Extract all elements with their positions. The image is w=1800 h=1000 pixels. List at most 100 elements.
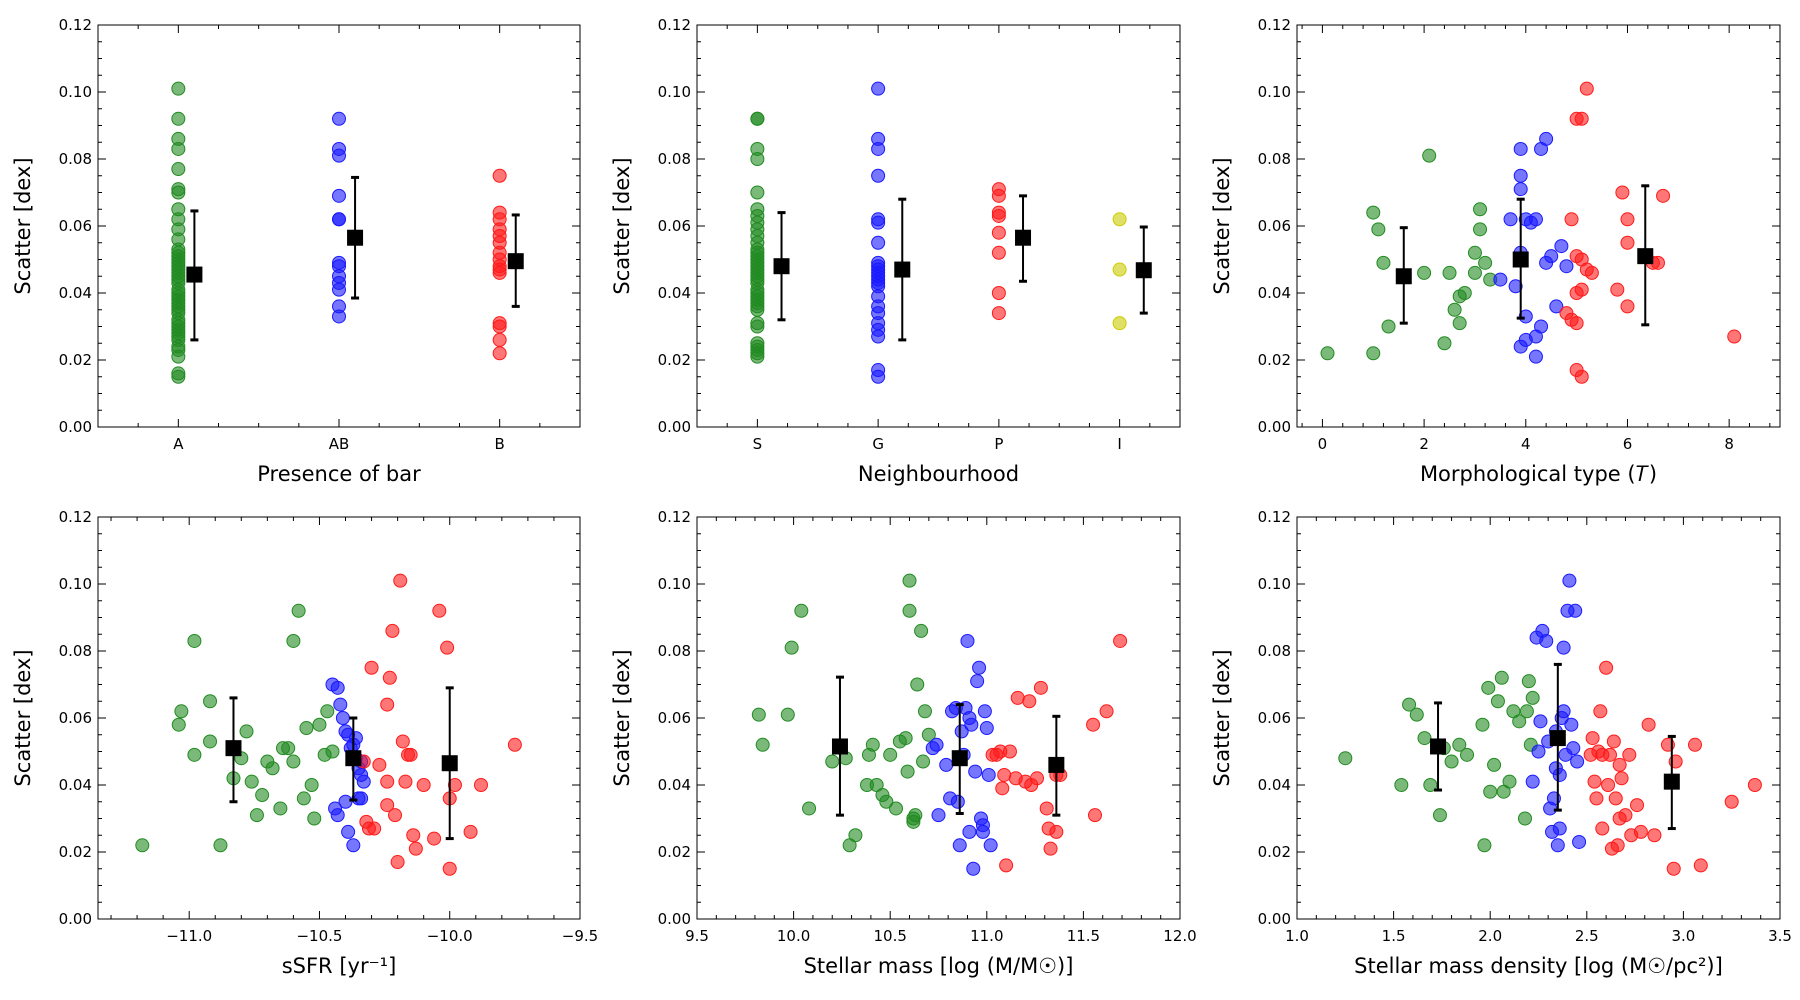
- data-point-red: [403, 747, 418, 762]
- data-point-red: [416, 778, 431, 792]
- data-point-red: [1610, 282, 1625, 297]
- data-point-red: [427, 831, 442, 846]
- data-point-blue: [1503, 212, 1518, 227]
- y-tick-label: 0.10: [59, 83, 92, 101]
- data-point-red: [1595, 747, 1610, 762]
- data-point-green: [249, 808, 264, 823]
- data-point-blue: [968, 764, 983, 779]
- data-point-blue: [871, 369, 886, 384]
- data-point-green: [784, 640, 799, 655]
- data-point-red: [1647, 828, 1662, 843]
- data-point-green: [299, 721, 314, 736]
- data-point-red: [1086, 717, 1101, 732]
- data-point-red: [1693, 858, 1708, 873]
- data-point-blue: [332, 148, 346, 163]
- data-point-red: [1610, 838, 1625, 853]
- data-point-blue: [1564, 717, 1579, 732]
- data-point-red: [1620, 299, 1635, 314]
- data-point-green: [1490, 694, 1505, 709]
- data-point-green: [135, 838, 150, 853]
- data-point-blue: [1562, 573, 1577, 588]
- data-point-red: [1633, 824, 1648, 839]
- data-point-blue: [332, 212, 346, 227]
- y-tick-label: 0.08: [1258, 642, 1291, 660]
- data-point-red: [447, 778, 462, 792]
- data-point-green: [286, 754, 301, 769]
- y-axis-label: Scatter [dex]: [1210, 157, 1234, 294]
- data-point-blue: [954, 724, 969, 739]
- data-point-blue: [1508, 279, 1523, 294]
- mean-marker: [831, 738, 848, 755]
- y-tick-label: 0.04: [658, 776, 691, 794]
- data-point-green: [1487, 757, 1502, 772]
- x-tick-label: −10.5: [296, 927, 342, 945]
- data-point-red: [999, 858, 1014, 873]
- data-point-blue: [871, 141, 886, 156]
- data-point-green: [1366, 205, 1381, 220]
- y-axis-label: Scatter [dex]: [610, 157, 634, 294]
- data-point-red: [1039, 801, 1054, 816]
- data-point-green: [780, 707, 795, 722]
- mean-marker: [1395, 268, 1412, 285]
- data-point-blue: [871, 235, 886, 250]
- data-point-green: [879, 794, 894, 809]
- data-point-blue: [332, 309, 346, 324]
- data-point-blue: [1556, 640, 1571, 655]
- x-tick-label: −9.5: [562, 927, 598, 945]
- data-point-blue: [1552, 821, 1567, 836]
- y-tick-label: 0.06: [658, 217, 691, 235]
- data-point-green: [1402, 697, 1417, 712]
- data-point-green: [902, 573, 917, 588]
- data-point-red: [463, 824, 478, 839]
- x-tick-label: B: [495, 435, 505, 453]
- panel-morphology: 0.00 0.02 0.04 0.06 0.08 0.10 0.12 0 2 4 6 8 Morphol…: [1210, 16, 1781, 486]
- data-point-red: [1574, 369, 1589, 384]
- data-point-red: [1113, 633, 1128, 648]
- data-point-green: [307, 811, 322, 826]
- x-tick-label: 2.0: [1478, 927, 1502, 945]
- y-tick-label: 0.10: [1258, 83, 1291, 101]
- data-point-green: [1481, 680, 1496, 695]
- y-tick-label: 0.12: [1258, 16, 1291, 34]
- y-tick-label: 0.08: [658, 642, 691, 660]
- data-point-green: [1475, 717, 1490, 732]
- data-point-red: [380, 798, 395, 813]
- data-point-green: [286, 633, 301, 648]
- mean-marker: [1048, 756, 1065, 773]
- data-point-green: [751, 707, 766, 722]
- y-axis-label: Scatter [dex]: [11, 649, 35, 786]
- data-point-green: [1467, 245, 1482, 260]
- data-point-red: [388, 808, 403, 823]
- data-point-green: [1376, 255, 1391, 270]
- data-point-green: [883, 747, 898, 762]
- data-point-green: [239, 724, 254, 739]
- data-point-green: [1442, 265, 1457, 280]
- data-point-red: [997, 767, 1012, 782]
- y-tick-label: 0.02: [658, 351, 691, 369]
- data-point-red: [1622, 747, 1637, 762]
- data-point-red: [1574, 282, 1589, 297]
- data-point-red: [1666, 861, 1681, 876]
- data-point-red: [1630, 798, 1645, 813]
- data-point-blue: [939, 757, 954, 772]
- data-point-red: [380, 774, 395, 789]
- x-tick-label: 6: [1623, 435, 1633, 453]
- data-point-red: [507, 737, 522, 752]
- data-point-green: [1432, 808, 1447, 823]
- x-tick-label: 9.5: [685, 927, 709, 945]
- x-tick-label: 12.0: [1163, 927, 1196, 945]
- data-point-blue: [970, 674, 985, 689]
- data-point-green: [203, 734, 218, 749]
- data-point-red: [1724, 794, 1739, 809]
- data-point-red: [1018, 774, 1033, 789]
- data-point-green: [750, 349, 765, 364]
- panel-density: 0.00 0.02 0.04 0.06 0.08 0.10 0.12 1.0 1.5 2.0 2.5…: [1210, 508, 1792, 978]
- data-point-red: [1564, 212, 1579, 227]
- data-point-green: [865, 737, 880, 752]
- x-tick-label: 3.5: [1768, 927, 1792, 945]
- data-point-green: [244, 774, 259, 789]
- y-tick-label: 0.08: [59, 642, 92, 660]
- data-point-blue: [1531, 744, 1546, 759]
- y-tick-label: 0.06: [1258, 709, 1291, 727]
